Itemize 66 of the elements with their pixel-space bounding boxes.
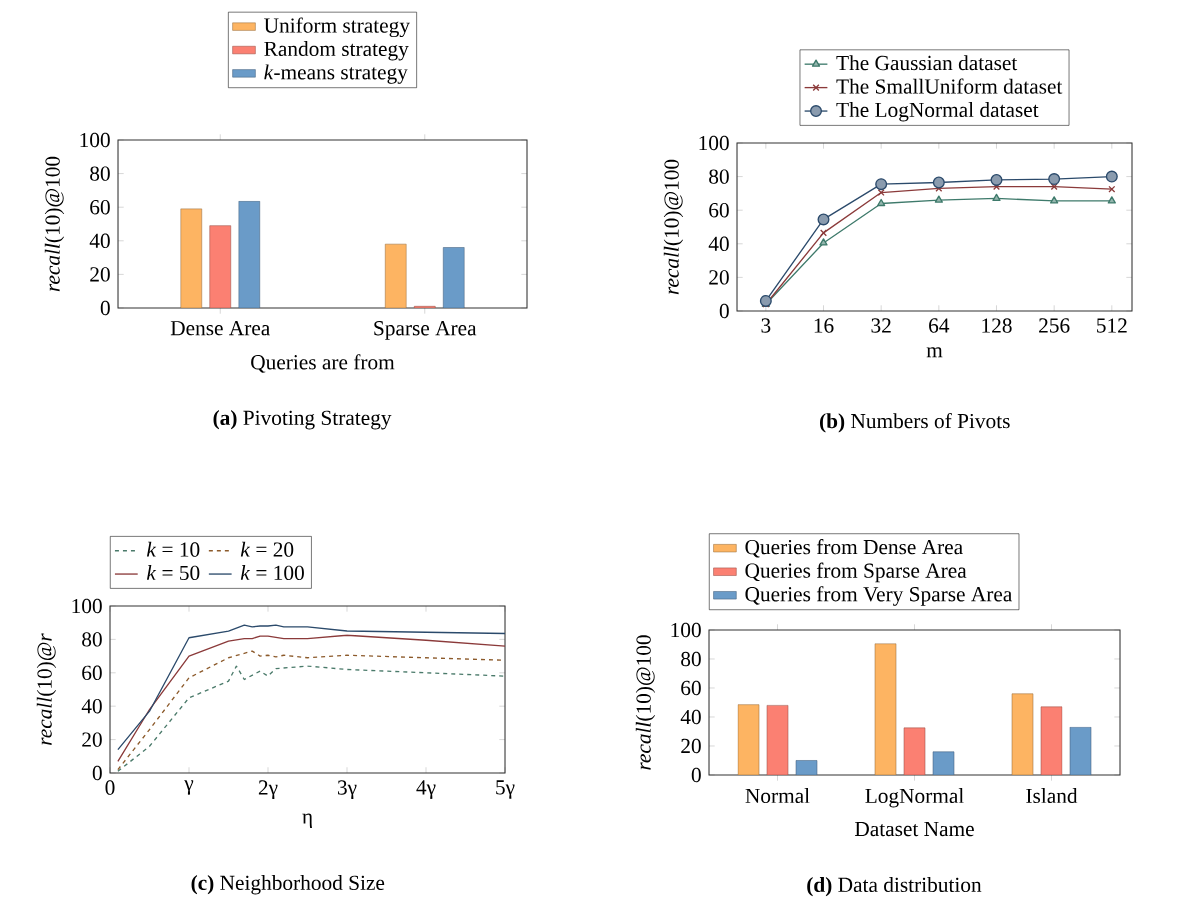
x-tick-label: 4γ <box>416 780 436 799</box>
y-tick-label: 100 <box>671 622 701 638</box>
legend-label: The SmallUniform dataset <box>836 78 1063 94</box>
text: (b) Numbers of Pivots <box>819 413 1010 433</box>
x-tick-label: 2γ <box>258 780 278 800</box>
legend-label: Queries from Dense Area <box>745 539 963 558</box>
legend-label: k = 50 <box>146 565 200 581</box>
x-tick-label: Island <box>1026 788 1078 804</box>
text: (d) Data distribution <box>807 877 982 897</box>
y-tick-label: 0 <box>100 300 110 316</box>
y-axis-title: recall(10)@100 <box>635 635 656 770</box>
legend-label: Uniform strategy <box>264 17 410 38</box>
x-axis-title: η <box>302 813 312 829</box>
y-tick-label: 100 <box>80 132 110 148</box>
x-axis-title: Dataset Name <box>854 821 974 837</box>
x-tick-label: Dense Area <box>170 321 270 336</box>
y-tick-label: 100 <box>72 598 102 614</box>
x-tick-label: Normal <box>745 788 810 804</box>
y-tick-label: 0 <box>691 767 701 783</box>
y-tick-label: 100 <box>699 135 729 151</box>
y-tick-label: 20 <box>90 267 110 282</box>
y-axis-title: recall(10)@100 <box>44 156 65 292</box>
legend-label: k = 10 <box>146 541 200 557</box>
x-tick-label: Sparse Area <box>374 321 477 340</box>
y-tick-label: 40 <box>680 709 701 725</box>
x-tick-label: 3γ <box>337 780 357 800</box>
text: (c) Neighborhood Size <box>191 875 385 895</box>
y-tick-label: 80 <box>709 169 729 184</box>
y-axis-title: recall(10)@r <box>36 633 57 745</box>
x-tick-label: LogNormal <box>865 788 964 808</box>
y-tick-label: 80 <box>681 651 701 667</box>
y-tick-label: 80 <box>82 632 102 647</box>
y-tick-label: 60 <box>82 665 102 680</box>
legend-label: k = 100 <box>240 565 304 581</box>
legend-label: The LogNormal dataset <box>836 102 1039 122</box>
x-tick-label: 64 <box>929 318 950 333</box>
y-tick-label: 20 <box>82 732 102 747</box>
y-tick-label: 20 <box>681 738 701 754</box>
y-axis-title: recall(10)@100 <box>663 159 684 295</box>
legend-label: The Gaussian dataset <box>836 55 1018 71</box>
legend-label: Queries from Very Sparse Area <box>745 586 1013 606</box>
y-tick-label: 60 <box>681 680 701 696</box>
legend-label: k-means strategy <box>264 64 408 84</box>
legend-label: Queries from Sparse Area <box>745 562 967 583</box>
y-tick-label: 0 <box>92 765 102 781</box>
y-tick-label: 20 <box>709 270 729 285</box>
x-axis-title: Queries are from <box>251 354 395 373</box>
y-tick-label: 40 <box>81 699 102 714</box>
x-tick-label: 128 <box>982 318 1012 333</box>
legend-label: Random strategy <box>264 41 409 61</box>
x-tick-label: 3 <box>761 318 771 333</box>
y-tick-label: 80 <box>90 166 110 181</box>
legend-label: k = 20 <box>240 541 294 557</box>
y-tick-label: 60 <box>90 200 110 215</box>
x-axis-title: m <box>926 347 943 358</box>
x-tick-label: 32 <box>871 318 891 333</box>
x-tick-label: 256 <box>1039 318 1070 333</box>
x-tick-label: 512 <box>1097 318 1127 333</box>
text: (a) Pivoting Strategy <box>213 410 392 430</box>
y-tick-label: 40 <box>708 236 729 251</box>
x-tick-label: γ <box>184 780 194 795</box>
x-tick-label: 5γ <box>496 780 515 799</box>
x-tick-label: 16 <box>814 318 834 333</box>
y-tick-label: 60 <box>709 203 729 218</box>
y-tick-label: 40 <box>89 233 110 248</box>
y-tick-label: 0 <box>719 303 729 319</box>
